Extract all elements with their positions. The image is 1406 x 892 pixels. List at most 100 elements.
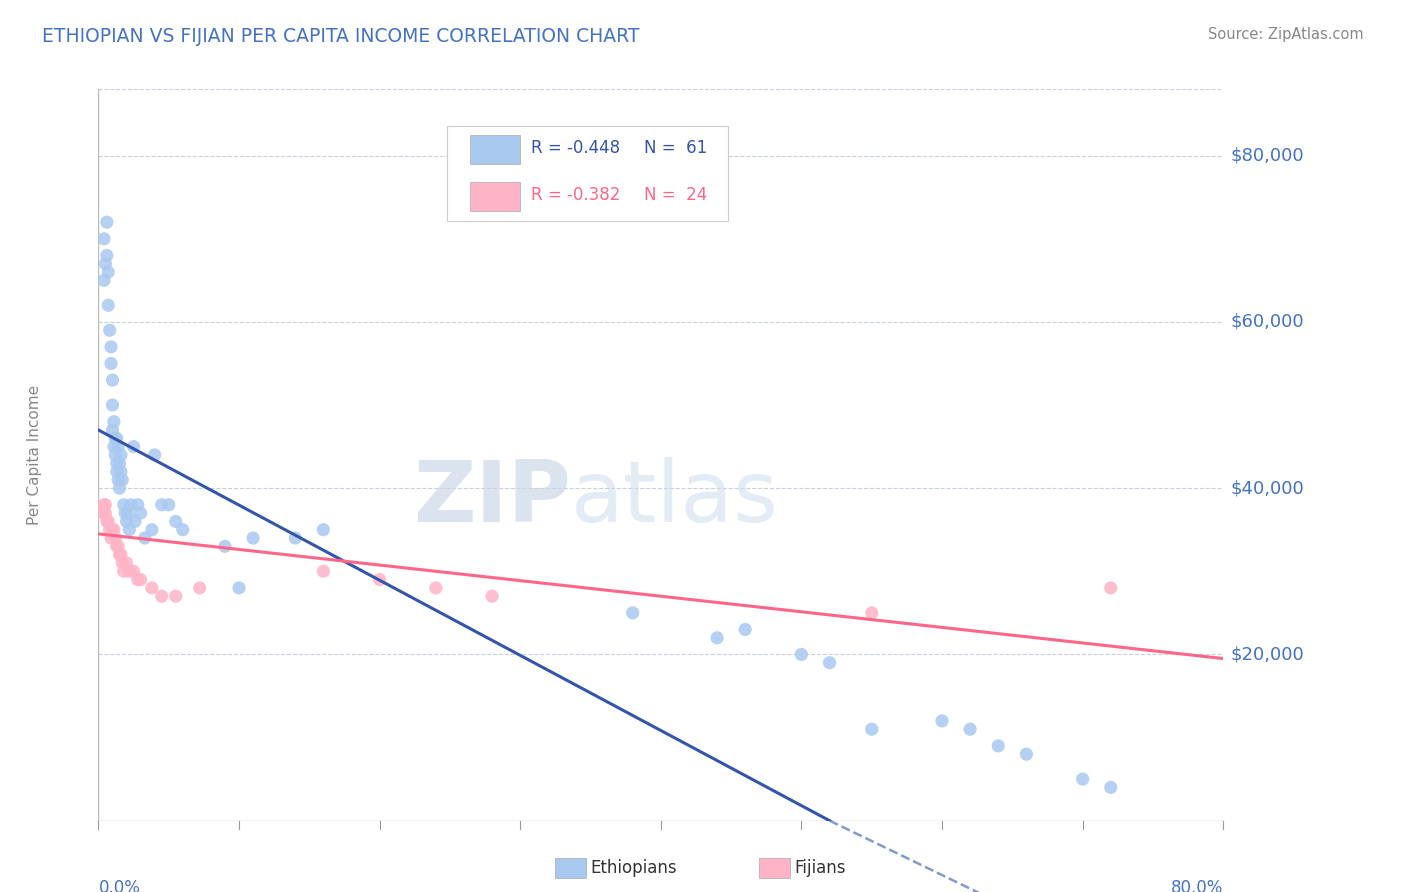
- Point: [105, 539, 128, 553]
- Point: [118, 523, 141, 537]
- Point: [103, 415, 125, 429]
- Point: [108, 548, 131, 562]
- Point: [150, 498, 173, 512]
- Point: [481, 589, 503, 603]
- Point: [127, 498, 149, 512]
- Point: [115, 515, 138, 529]
- Point: [105, 431, 128, 445]
- Point: [157, 498, 180, 512]
- Point: [110, 448, 132, 462]
- Point: [105, 465, 128, 479]
- Point: [91, 506, 114, 520]
- Point: [818, 656, 841, 670]
- Point: [111, 556, 134, 570]
- Point: [214, 539, 236, 553]
- Text: 0.0%: 0.0%: [98, 879, 141, 892]
- Point: [790, 648, 813, 662]
- Point: [100, 531, 122, 545]
- Point: [108, 456, 131, 470]
- Point: [425, 581, 447, 595]
- Point: [860, 723, 883, 737]
- FancyBboxPatch shape: [470, 182, 520, 211]
- Point: [97, 265, 120, 279]
- Text: atlas: atlas: [571, 458, 779, 541]
- Point: [94, 498, 117, 512]
- Point: [134, 531, 156, 545]
- Point: [110, 465, 132, 479]
- Point: [1099, 780, 1122, 795]
- Point: [98, 323, 121, 337]
- Point: [150, 589, 173, 603]
- Point: [101, 523, 124, 537]
- Text: 80.0%: 80.0%: [1171, 879, 1223, 892]
- Point: [107, 473, 129, 487]
- Point: [141, 581, 163, 595]
- Text: Fijians: Fijians: [794, 859, 846, 877]
- Point: [103, 440, 125, 454]
- Point: [96, 248, 118, 262]
- Point: [120, 498, 142, 512]
- Text: R = -0.382: R = -0.382: [531, 186, 621, 204]
- Point: [129, 506, 152, 520]
- Point: [97, 298, 120, 312]
- Point: [284, 531, 307, 545]
- Point: [734, 623, 756, 637]
- Point: [228, 581, 250, 595]
- Point: [101, 373, 124, 387]
- Point: [141, 523, 163, 537]
- Point: [104, 448, 127, 462]
- Point: [94, 506, 117, 520]
- Point: [117, 506, 139, 520]
- Point: [98, 523, 121, 537]
- Text: ETHIOPIAN VS FIJIAN PER CAPITA INCOME CORRELATION CHART: ETHIOPIAN VS FIJIAN PER CAPITA INCOME CO…: [42, 27, 640, 45]
- Point: [188, 581, 211, 595]
- Point: [107, 539, 129, 553]
- Point: [312, 564, 335, 578]
- Text: ZIP: ZIP: [413, 458, 571, 541]
- Point: [96, 515, 118, 529]
- Point: [93, 232, 115, 246]
- Point: [100, 357, 122, 371]
- Point: [104, 531, 127, 545]
- FancyBboxPatch shape: [447, 126, 728, 221]
- Point: [1071, 772, 1094, 786]
- Point: [987, 739, 1010, 753]
- Point: [621, 606, 644, 620]
- Text: N =  24: N = 24: [644, 186, 707, 204]
- Point: [93, 273, 115, 287]
- Point: [110, 548, 132, 562]
- FancyBboxPatch shape: [470, 135, 520, 164]
- Point: [368, 573, 391, 587]
- Point: [172, 523, 194, 537]
- Point: [122, 564, 145, 578]
- Point: [94, 257, 117, 271]
- Text: R = -0.448: R = -0.448: [531, 139, 620, 157]
- Point: [1099, 581, 1122, 595]
- Point: [706, 631, 728, 645]
- Point: [104, 431, 127, 445]
- Text: $40,000: $40,000: [1230, 479, 1303, 497]
- Point: [111, 473, 134, 487]
- Text: Source: ZipAtlas.com: Source: ZipAtlas.com: [1208, 27, 1364, 42]
- Point: [107, 440, 129, 454]
- Point: [242, 531, 264, 545]
- Point: [93, 498, 115, 512]
- Text: Per Capita Income: Per Capita Income: [27, 384, 42, 525]
- Point: [112, 564, 135, 578]
- Point: [118, 564, 141, 578]
- Point: [127, 573, 149, 587]
- Point: [103, 523, 125, 537]
- Text: $60,000: $60,000: [1230, 313, 1303, 331]
- Point: [1015, 747, 1038, 761]
- Point: [122, 440, 145, 454]
- Point: [931, 714, 953, 728]
- Text: N =  61: N = 61: [644, 139, 707, 157]
- Point: [129, 573, 152, 587]
- Point: [165, 515, 187, 529]
- Point: [108, 481, 131, 495]
- Point: [165, 589, 187, 603]
- Point: [112, 498, 135, 512]
- Point: [312, 523, 335, 537]
- Text: $80,000: $80,000: [1230, 146, 1303, 165]
- Text: Ethiopians: Ethiopians: [591, 859, 678, 877]
